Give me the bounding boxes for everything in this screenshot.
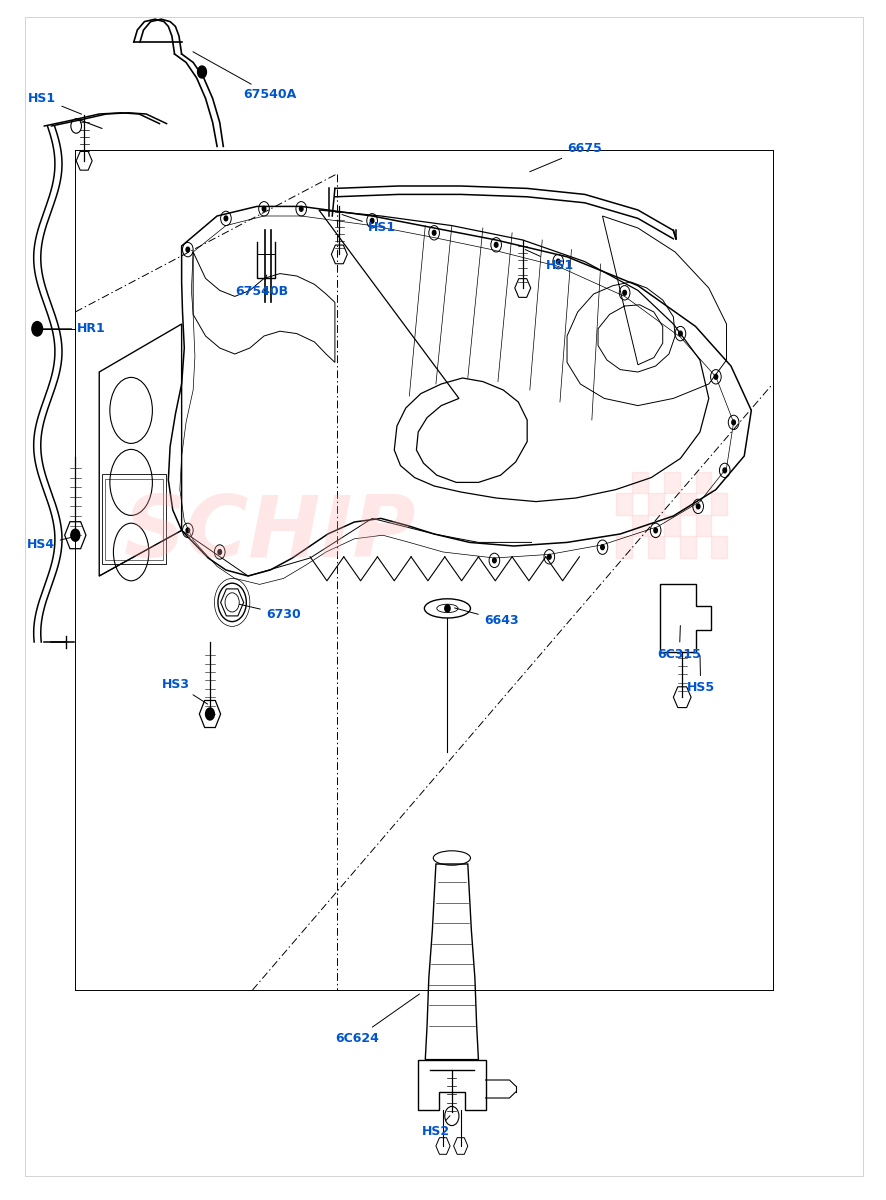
Circle shape xyxy=(654,528,657,533)
Circle shape xyxy=(370,218,374,223)
Circle shape xyxy=(224,216,228,221)
Circle shape xyxy=(71,529,80,541)
Text: HR1: HR1 xyxy=(40,323,105,335)
Bar xyxy=(664,515,680,536)
Text: HS5: HS5 xyxy=(687,655,715,694)
Bar xyxy=(648,536,664,558)
Circle shape xyxy=(732,420,735,425)
Circle shape xyxy=(548,554,551,559)
Circle shape xyxy=(493,558,496,563)
Circle shape xyxy=(206,708,214,720)
Circle shape xyxy=(186,247,190,252)
Circle shape xyxy=(186,528,190,533)
Text: 6643: 6643 xyxy=(455,608,518,626)
Circle shape xyxy=(198,66,206,78)
Text: HS1: HS1 xyxy=(342,215,396,234)
Circle shape xyxy=(723,468,727,473)
Text: HS1: HS1 xyxy=(525,250,574,271)
Text: HS4: HS4 xyxy=(27,538,73,551)
Bar xyxy=(711,536,727,558)
Bar xyxy=(711,493,727,515)
Text: 6675: 6675 xyxy=(530,143,602,172)
Bar xyxy=(632,515,648,536)
Circle shape xyxy=(556,259,560,264)
Bar xyxy=(696,515,711,536)
Circle shape xyxy=(445,605,450,612)
Text: HS1: HS1 xyxy=(28,92,82,114)
Bar xyxy=(632,472,648,493)
Text: 67540A: 67540A xyxy=(193,52,297,101)
Bar xyxy=(648,493,664,515)
Bar xyxy=(696,472,711,493)
Text: 6730: 6730 xyxy=(239,605,300,620)
Bar xyxy=(664,472,680,493)
Bar xyxy=(680,493,696,515)
Bar xyxy=(680,536,696,558)
Circle shape xyxy=(432,230,436,235)
Text: HS2: HS2 xyxy=(422,1116,450,1138)
Bar xyxy=(616,493,632,515)
Bar xyxy=(105,479,163,560)
Circle shape xyxy=(696,504,700,509)
Bar xyxy=(102,474,166,564)
Text: 6C624: 6C624 xyxy=(335,994,419,1044)
Circle shape xyxy=(299,206,303,211)
Circle shape xyxy=(218,550,222,554)
Circle shape xyxy=(601,545,604,550)
Circle shape xyxy=(32,322,43,336)
Circle shape xyxy=(494,242,498,247)
Text: 67540B: 67540B xyxy=(235,275,288,298)
Text: 6C315: 6C315 xyxy=(657,625,702,660)
Text: SCHIP: SCHIP xyxy=(124,492,416,576)
Bar xyxy=(616,536,632,558)
Text: HS3: HS3 xyxy=(162,678,207,704)
Circle shape xyxy=(623,290,626,295)
Circle shape xyxy=(714,374,718,379)
Circle shape xyxy=(679,331,682,336)
Circle shape xyxy=(262,206,266,211)
